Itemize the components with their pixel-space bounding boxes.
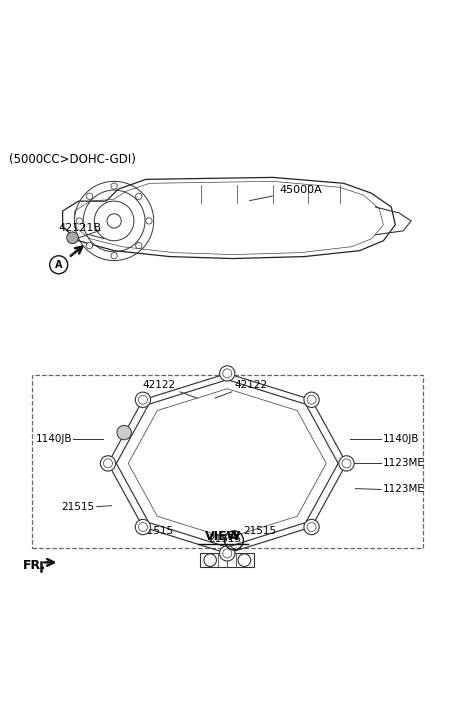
Circle shape <box>135 193 142 199</box>
Text: 1123ME: 1123ME <box>382 459 424 468</box>
Text: 21515: 21515 <box>61 502 94 512</box>
Circle shape <box>220 546 235 561</box>
Circle shape <box>117 425 131 440</box>
Text: A: A <box>229 530 239 543</box>
Circle shape <box>135 519 151 534</box>
Circle shape <box>238 554 251 566</box>
Text: 42122: 42122 <box>142 380 176 390</box>
Circle shape <box>86 242 93 249</box>
Circle shape <box>86 193 93 199</box>
Text: 21515: 21515 <box>140 526 173 536</box>
Text: 42121B: 42121B <box>58 223 102 233</box>
Text: 1140JB: 1140JB <box>382 434 419 444</box>
Circle shape <box>304 392 319 407</box>
Text: 21515: 21515 <box>243 526 276 536</box>
Circle shape <box>100 456 116 471</box>
Circle shape <box>204 554 216 566</box>
Text: VIEW: VIEW <box>205 530 241 543</box>
Circle shape <box>111 183 117 189</box>
Circle shape <box>135 242 142 249</box>
Circle shape <box>339 456 354 471</box>
Text: A: A <box>55 260 63 270</box>
Text: (5000CC>DOHC-GDI): (5000CC>DOHC-GDI) <box>9 153 136 166</box>
Text: 1123ME: 1123ME <box>382 484 424 494</box>
Text: 1140JB: 1140JB <box>36 434 72 444</box>
Circle shape <box>111 253 117 259</box>
Circle shape <box>146 218 152 224</box>
Text: 21515: 21515 <box>208 534 242 545</box>
Text: 42122: 42122 <box>234 380 267 390</box>
Circle shape <box>135 392 151 407</box>
Bar <box>32 374 423 548</box>
Circle shape <box>304 519 319 534</box>
Bar <box>200 553 254 567</box>
Circle shape <box>76 218 82 224</box>
Circle shape <box>67 232 78 244</box>
Text: FR.: FR. <box>22 558 45 571</box>
Circle shape <box>220 366 235 381</box>
Text: 45000A: 45000A <box>279 185 322 195</box>
